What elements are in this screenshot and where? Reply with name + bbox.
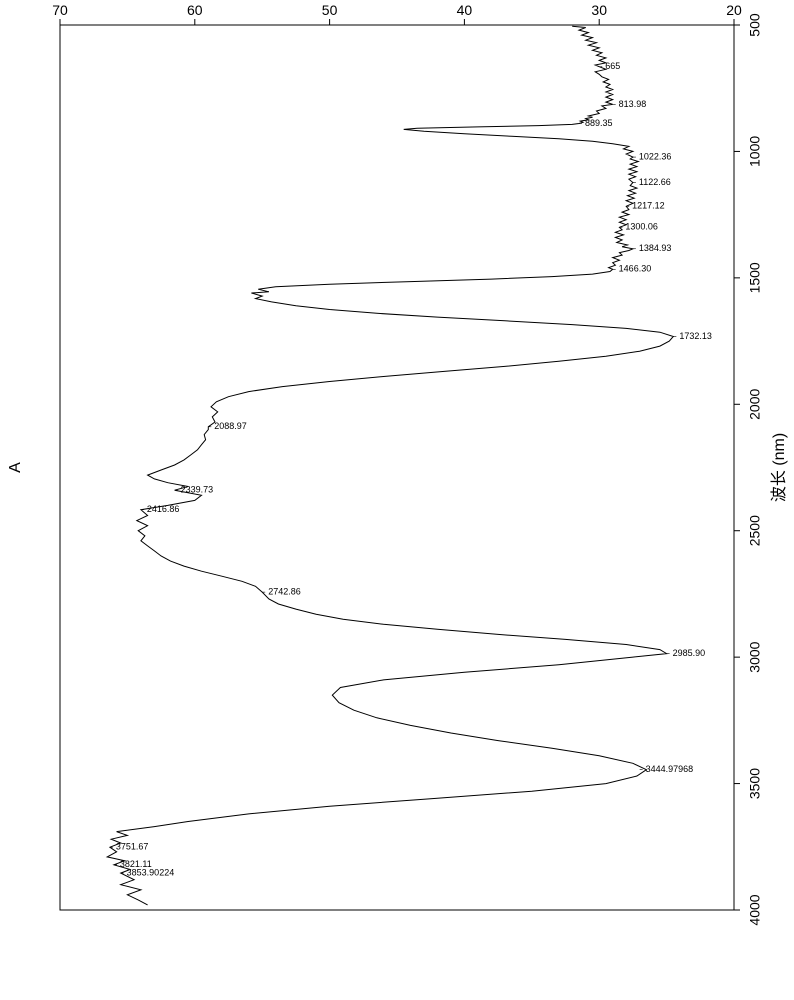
wn-axis-label: 波长 (nm) [770, 433, 788, 502]
peak-label: 2339.73 [181, 485, 214, 495]
peak-label: 1022.36 [639, 151, 672, 161]
a-axis-label: A [7, 462, 24, 473]
spectrum-chart: 20 30 40 50 60 70 A 4000 3500 3000 2500 2000 1500 100… [0, 0, 794, 1000]
wn-tick-label: 4000 [747, 894, 763, 925]
peak-label: 2088.97 [214, 421, 247, 431]
wn-tick-label: 500 [747, 13, 763, 37]
peak-label: 813.98 [619, 99, 647, 109]
wn-tick-label: 2500 [747, 515, 763, 546]
peak-label: 1466.30 [619, 264, 652, 274]
wn-tick-label: 3500 [747, 768, 763, 799]
peak-label: 1300.06 [625, 222, 658, 232]
wn-tick-label: 1000 [747, 136, 763, 167]
a-tick-label: 40 [457, 2, 473, 18]
peak-label: 3444.97968 [646, 764, 694, 774]
peak-label: 3821.11 [120, 859, 152, 869]
wn-tick-label: 2000 [747, 389, 763, 420]
a-tick-label: 70 [52, 2, 68, 18]
wn-tick-label: 3000 [747, 641, 763, 672]
peak-label: 889.35 [585, 118, 613, 128]
a-tick-label: 50 [322, 2, 338, 18]
a-tick-label: 30 [591, 2, 607, 18]
peak-label: 2985.90 [673, 648, 706, 658]
peak-label: 1732.13 [679, 331, 712, 341]
peak-label: 2742.86 [268, 586, 301, 596]
wn-tick-label: 1500 [747, 262, 763, 293]
peak-label: 3751.67 [116, 842, 149, 852]
peak-label: 2416.86 [147, 504, 180, 514]
a-tick-label: 20 [726, 2, 742, 18]
peak-label: 1122.66 [639, 177, 671, 187]
peak-label: 665 [605, 61, 620, 71]
peak-label: 1217.12 [632, 201, 665, 211]
spectrum-trace [107, 26, 673, 905]
peak-label: 1384.93 [639, 243, 672, 253]
a-tick-label: 60 [187, 2, 203, 18]
